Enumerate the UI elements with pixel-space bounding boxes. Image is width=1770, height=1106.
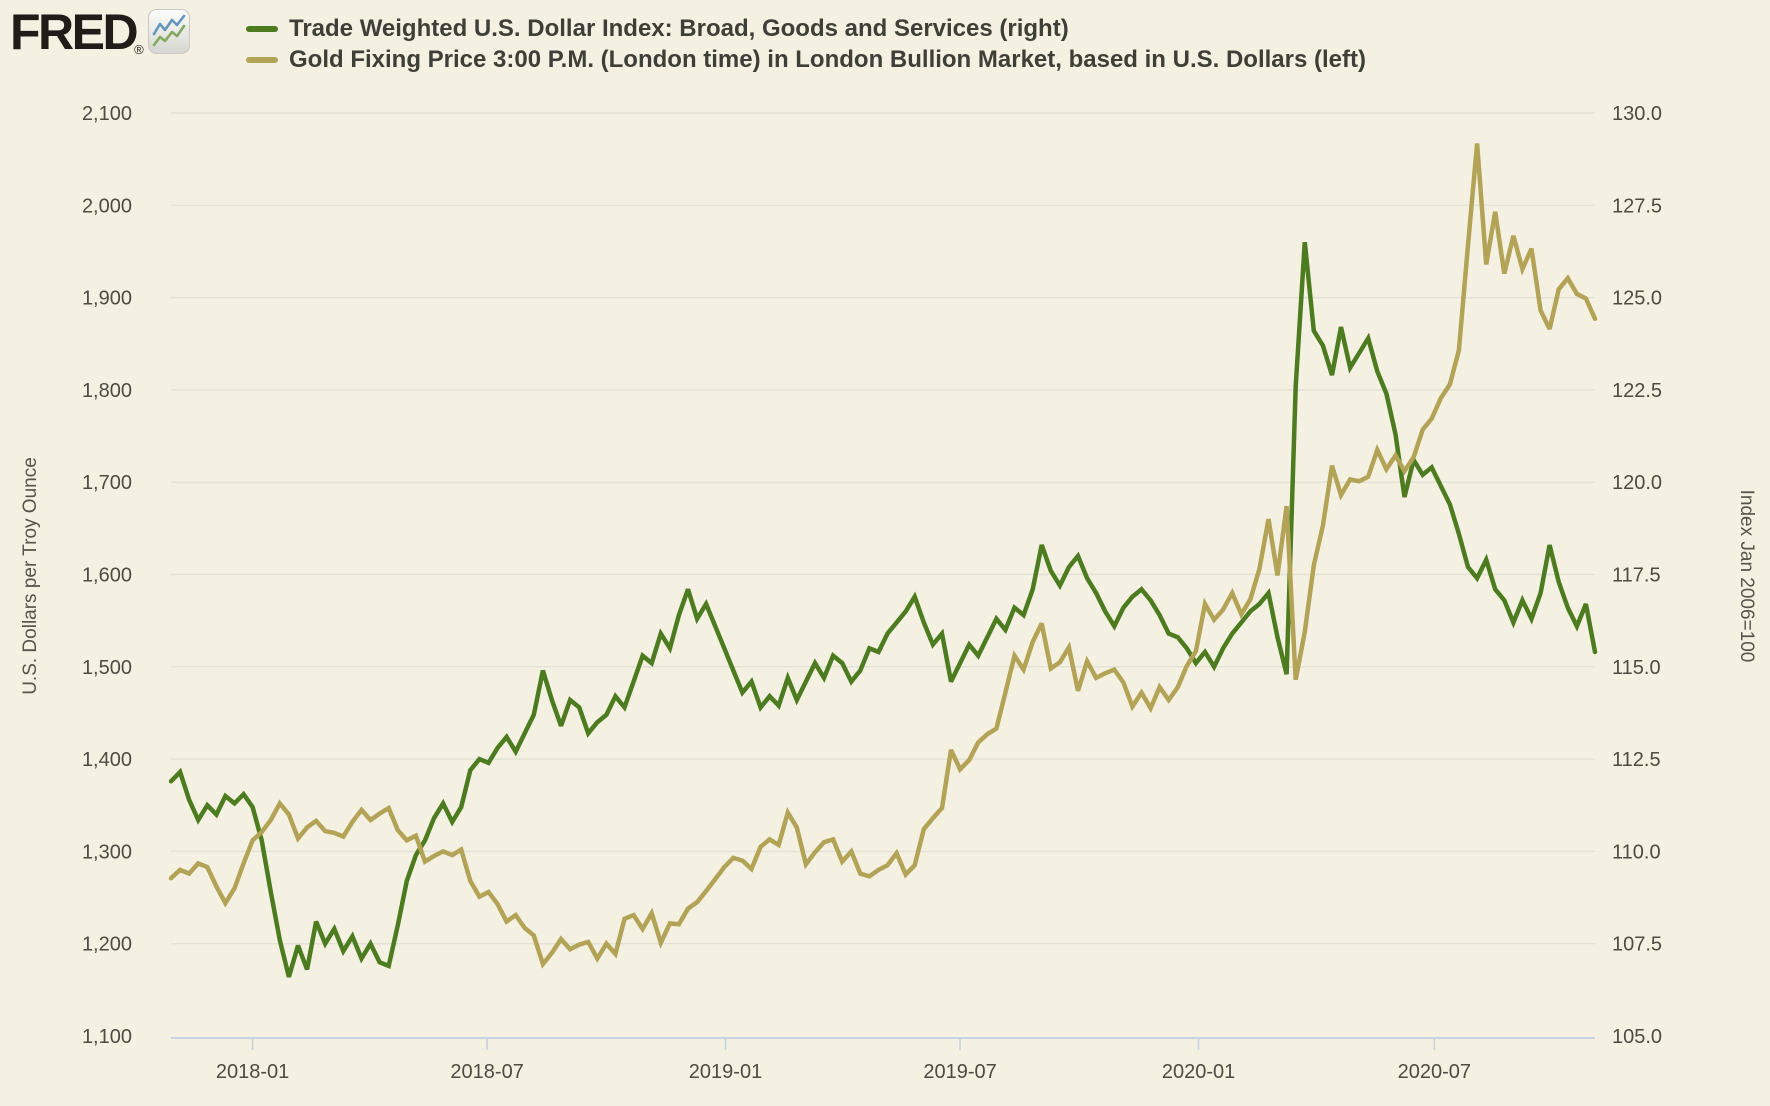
series-lines [168,143,1598,978]
y-axis-right-tick-label: 107.5 [1612,934,1662,956]
legend-item-label: Gold Fixing Price 3:00 P.M. (London time… [289,45,1366,73]
y-axis-left-tick-label: 1,100 [82,1026,132,1048]
legend-item-gold-price: Gold Fixing Price 3:00 P.M. (London time… [246,44,1366,75]
x-axis-tick-label: 2020-07 [1398,1061,1471,1083]
y-axis-right-tick-label: 115.0 [1612,657,1661,679]
y-axis-left-tick-label: 1,800 [82,380,132,402]
y-axis-right-tick-label: 122.5 [1612,380,1662,402]
fred-logo-text: FRED [10,4,139,60]
x-axis-tick-label: 2018-01 [216,1061,289,1083]
registered-mark-icon: ® [134,42,144,57]
y-axis-left-tick-label: 1,900 [82,288,132,310]
grid-lines [171,112,1595,945]
y-axis-left-tick-label: 1,600 [82,565,132,587]
y-axis-left-tick-label: 1,500 [82,657,132,679]
series-line-usd-index [168,241,1598,978]
y-axis-right-tick-label: 120.0 [1612,472,1662,494]
axes [171,1037,1595,1050]
y-axis-right-title: Index Jan 2006=100 [1736,490,1757,663]
y-axis-right-tick-label: 125.0 [1612,288,1662,310]
x-axis-tick-label: 2020-01 [1162,1061,1235,1083]
legend: Trade Weighted U.S. Dollar Index: Broad,… [246,13,1366,75]
y-axis-right-tick-label: 112.5 [1612,749,1661,771]
y-axis-left-tick-label: 2,000 [82,195,132,217]
y-axis-right-tick-label: 110.0 [1612,841,1661,863]
y-axis-left-tick-label: 1,300 [82,841,132,863]
x-axis-tick-label: 2019-01 [689,1061,762,1083]
badge-green-line [152,24,186,47]
x-axis-tick-label: 2019-07 [923,1061,996,1083]
y-axis-left-tick-label: 1,700 [82,472,132,494]
legend-item-usd-index: Trade Weighted U.S. Dollar Index: Broad,… [246,13,1366,44]
y-axis-left-title: U.S. Dollars per Troy Ounce [20,457,41,695]
fred-badge-icon [147,9,190,59]
y-axis-left-tick-label: 1,200 [82,934,132,956]
legend-item-label: Trade Weighted U.S. Dollar Index: Broad,… [289,14,1069,42]
fred-logo: FRED® [10,6,190,58]
legend-swatch-usd-index [246,25,278,32]
y-axis-right-tick-label: 117.5 [1612,565,1661,587]
legend-swatch-gold-price [246,56,278,63]
series-line-gold-price [168,143,1598,969]
badge-blue-line [152,14,186,36]
x-axis-tick-label: 2018-07 [450,1061,523,1083]
y-axis-right-tick-label: 127.5 [1612,195,1662,217]
y-axis-left-tick-label: 1,400 [82,749,132,771]
y-axis-right-tick-label: 130.0 [1612,103,1662,125]
y-axis-left-tick-label: 2,100 [82,103,132,125]
y-axis-right-tick-label: 105.0 [1612,1026,1662,1048]
axis-tick-labels: 1,100 1,200 1,300 1,400 1,500 1,600 1,700 1,800… [82,103,1662,1083]
